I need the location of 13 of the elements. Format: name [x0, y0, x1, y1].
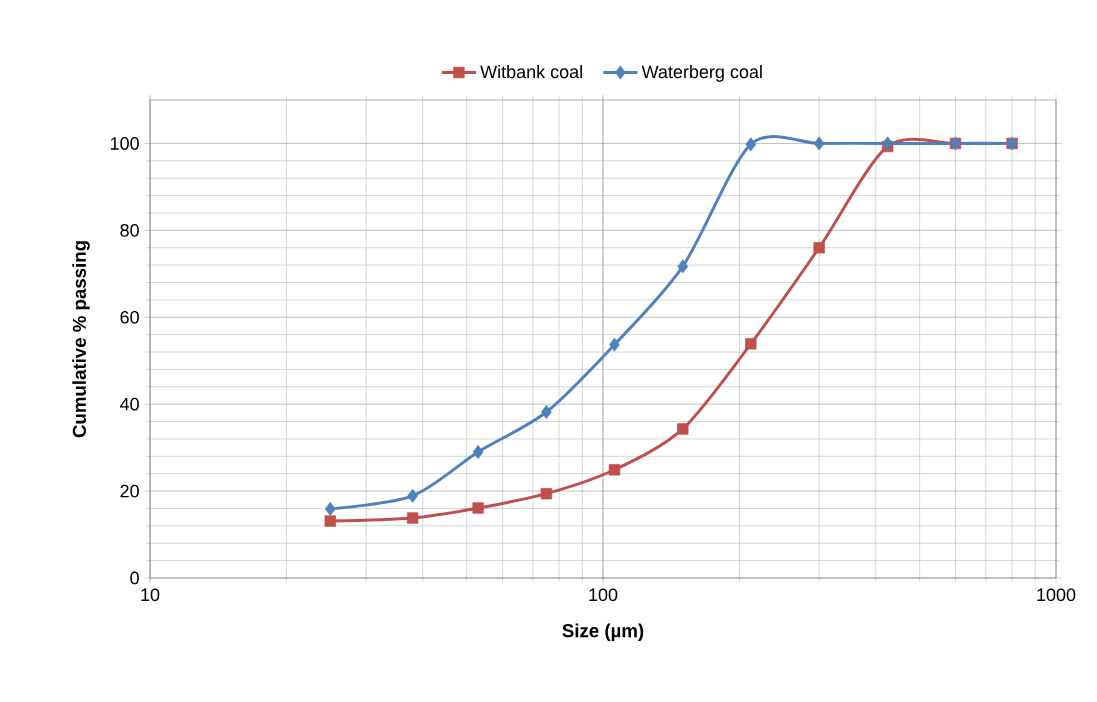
y-tick-label: 100 — [110, 137, 139, 150]
x-tick-label: 10 — [141, 588, 160, 602]
x-tick-label: 100 — [589, 588, 618, 602]
y-tick-label: 40 — [120, 397, 139, 411]
y-tick-label: 20 — [120, 484, 139, 498]
legend-label: Witbank coal — [480, 65, 582, 79]
y-tick-label: 60 — [120, 310, 139, 324]
y-axis-title: Cumulative % passing — [72, 241, 90, 438]
y-tick-label: 0 — [130, 571, 139, 585]
y-tick-label: 80 — [120, 223, 139, 237]
legend-label: Waterberg coal — [641, 65, 762, 82]
x-axis-title: Size (µm) — [562, 623, 644, 642]
x-tick-label: 1000 — [1037, 588, 1076, 602]
